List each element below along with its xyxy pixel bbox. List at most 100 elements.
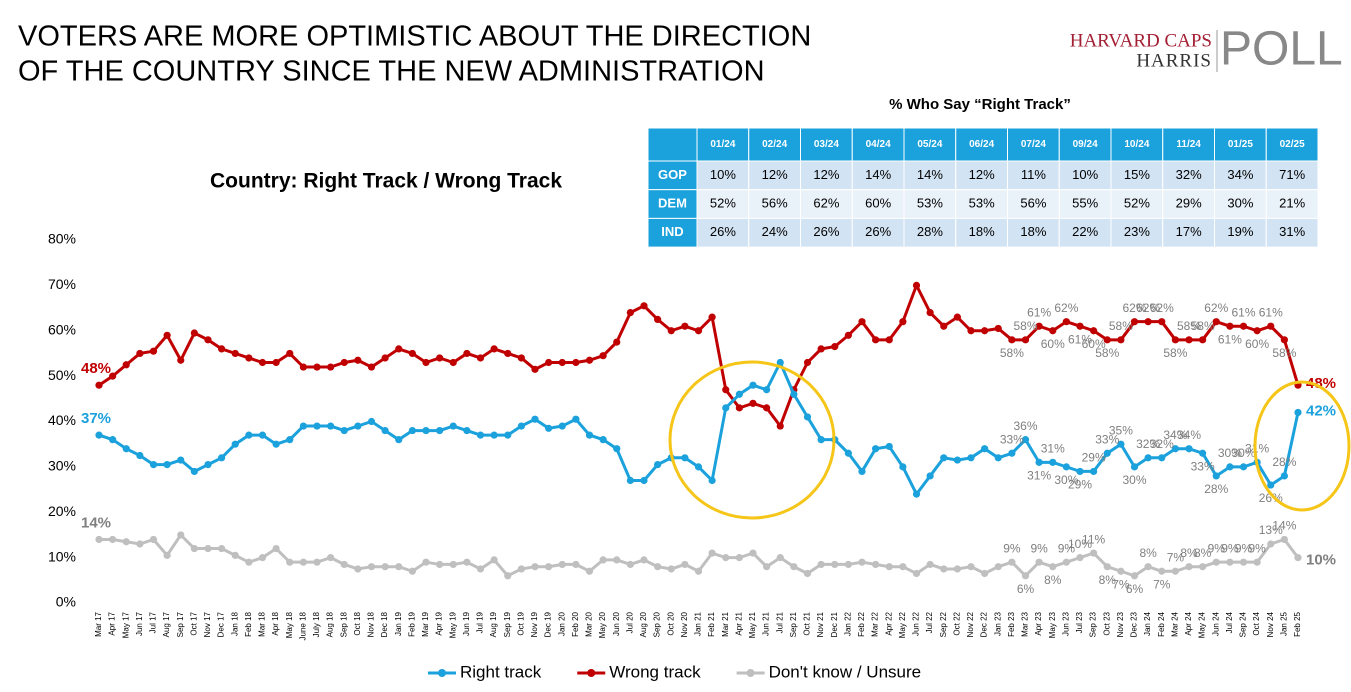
data-point xyxy=(640,476,648,485)
table-title: % Who Say “Right Track” xyxy=(889,96,1071,113)
x-tick-label: May 23 xyxy=(1048,611,1057,638)
table-cell xyxy=(1265,160,1319,191)
data-point xyxy=(899,563,907,571)
data-point xyxy=(504,349,512,358)
data-point xyxy=(1076,554,1084,562)
data-point xyxy=(258,554,267,562)
data-point xyxy=(953,313,961,321)
data-point xyxy=(790,563,798,571)
data-point xyxy=(572,415,580,423)
data-point xyxy=(395,345,403,353)
data-point xyxy=(327,422,335,430)
data-point xyxy=(531,563,539,571)
table-cell xyxy=(1265,217,1319,248)
x-tick-label: Aug 19 xyxy=(489,611,498,637)
table-cell-text: 10% xyxy=(710,167,736,182)
data-point xyxy=(1103,336,1111,344)
table-cell-text: 24% xyxy=(762,224,788,239)
data-point xyxy=(504,572,512,580)
data-label: 33% xyxy=(1095,432,1119,446)
table-cell-text: 18% xyxy=(1020,224,1046,239)
data-point xyxy=(858,558,866,566)
table-header-cell xyxy=(1214,127,1267,162)
data-point xyxy=(177,356,185,364)
x-tick-label: Apr 18 xyxy=(271,611,280,635)
data-point xyxy=(967,327,975,335)
data-point xyxy=(912,490,921,498)
data-point xyxy=(872,336,880,344)
data-point xyxy=(803,569,812,578)
x-tick-label: Dec 21 xyxy=(830,611,839,637)
data-point xyxy=(245,431,253,439)
data-point xyxy=(1090,549,1098,557)
table-cell-text: 10% xyxy=(1072,167,1098,182)
data-point xyxy=(1035,558,1043,566)
x-tick-label: Apr 17 xyxy=(108,611,117,635)
x-tick-label: Feb 23 xyxy=(1007,611,1016,636)
x-tick-label: Sep 22 xyxy=(939,611,948,637)
data-point xyxy=(231,440,239,448)
legend-swatch xyxy=(587,669,596,677)
table-cell-text: 12% xyxy=(762,167,788,182)
data-point xyxy=(749,549,757,557)
x-tick-label: Jan 25 xyxy=(1279,611,1288,636)
data-point xyxy=(476,431,485,439)
data-point xyxy=(912,569,921,578)
data-point xyxy=(286,436,294,444)
x-tick-label: Feb 21 xyxy=(707,611,716,636)
table-row-label: DEM xyxy=(658,195,687,210)
data-point xyxy=(667,565,675,573)
data-point xyxy=(1062,318,1070,326)
data-point xyxy=(654,461,662,469)
x-tick-label: Sep 17 xyxy=(176,611,185,637)
legend: Right track Wrong track Don't know / Unsur… xyxy=(428,662,921,681)
data-point xyxy=(994,454,1002,462)
data-point xyxy=(1185,563,1193,571)
data-label: 60% xyxy=(1245,337,1269,351)
data-point xyxy=(95,535,103,544)
x-tick-label: Jan 23 xyxy=(993,611,1002,636)
x-tick-label: Jul 21 xyxy=(775,611,784,633)
y-tick-label: 60% xyxy=(48,321,76,337)
data-point xyxy=(708,549,716,557)
table-cell-text: 26% xyxy=(865,224,891,239)
data-point xyxy=(436,560,444,569)
data-point xyxy=(1090,467,1098,476)
data-point xyxy=(694,463,703,471)
data-point xyxy=(558,422,566,430)
data-point xyxy=(667,327,675,335)
x-tick-label: Jun 19 xyxy=(462,611,471,636)
data-point xyxy=(654,563,662,571)
data-point xyxy=(95,381,103,389)
data-point xyxy=(1267,540,1275,548)
data-point xyxy=(436,354,444,362)
x-tick-label: Feb 22 xyxy=(857,611,866,636)
data-point xyxy=(735,390,743,398)
data-point xyxy=(1158,318,1166,326)
data-point xyxy=(981,569,989,578)
data-point xyxy=(367,417,376,426)
logo-text: HARVARD CAPS xyxy=(1070,30,1212,51)
x-tick-label: Jul 24 xyxy=(1225,611,1234,633)
data-point xyxy=(953,456,961,464)
data-label: 8% xyxy=(1194,546,1212,560)
table-column-header: 10/24 xyxy=(1124,139,1149,150)
data-point xyxy=(1212,558,1220,566)
data-point xyxy=(1267,481,1275,489)
x-tick-label: Mar 21 xyxy=(721,611,730,636)
data-point xyxy=(408,349,416,358)
table-cell xyxy=(1162,189,1215,219)
x-tick-label: May 24 xyxy=(1198,611,1207,638)
data-label: 58% xyxy=(1177,319,1201,333)
table-column-header: 02/24 xyxy=(762,139,787,150)
x-tick-label: May 22 xyxy=(898,611,907,638)
data-point xyxy=(817,436,825,444)
x-tick-label: Jun 22 xyxy=(912,611,921,636)
data-point xyxy=(381,563,389,571)
data-point xyxy=(1130,318,1139,326)
table-column-header: 09/24 xyxy=(1073,139,1098,150)
table-cell-text: 26% xyxy=(710,224,736,239)
x-tick-label: Jun 20 xyxy=(612,611,621,636)
x-tick-label: Jun 17 xyxy=(135,611,144,636)
data-point xyxy=(858,318,866,326)
